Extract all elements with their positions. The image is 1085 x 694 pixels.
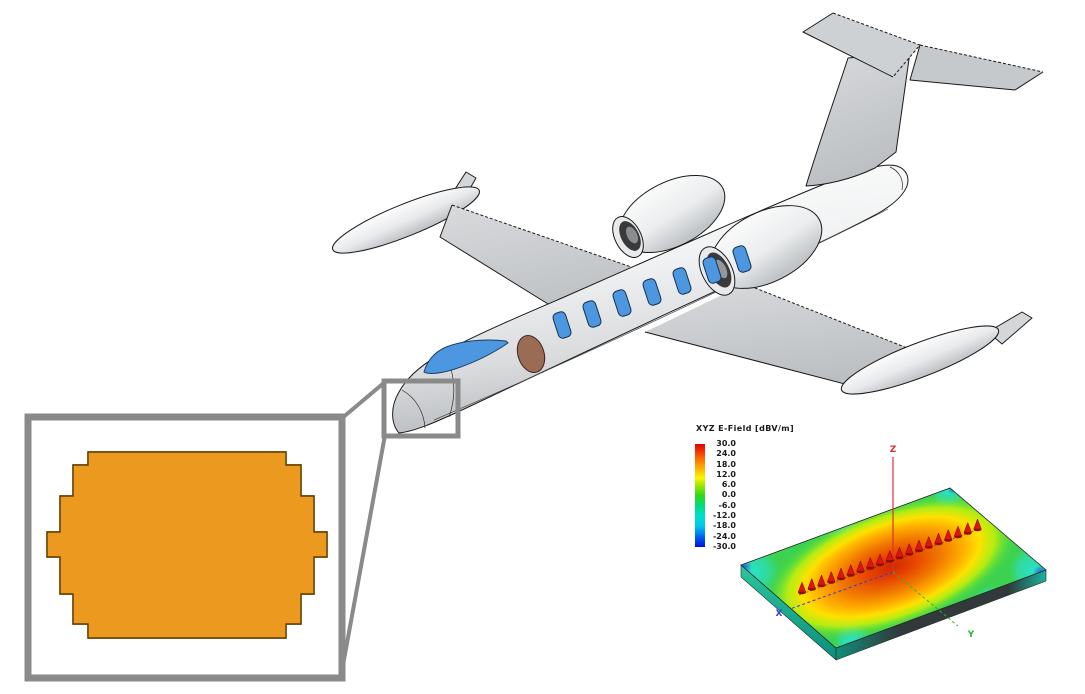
colorbar-tick: 12.0 <box>716 469 736 479</box>
colorbar-tick: -18.0 <box>712 521 736 531</box>
cone-marker <box>953 525 963 537</box>
cone-marker <box>817 574 826 586</box>
cone-marker <box>895 546 904 558</box>
callout-line-top <box>339 380 387 421</box>
far-tip-tank <box>332 186 480 254</box>
colorbar-ticks: 30.0 24.0 18.0 12.0 6.0 0.0 -6.0 -12.0 -18.0 -24.… <box>710 439 736 552</box>
cabin-window <box>672 267 692 295</box>
colorbar-tick: -24.0 <box>712 531 736 541</box>
y-axis-label: Y <box>967 630 975 640</box>
cone-marker <box>846 563 855 575</box>
cone-marker <box>924 535 933 547</box>
cone-marker <box>797 581 807 593</box>
x-axis-label: X <box>776 609 783 619</box>
cone-marker <box>914 539 924 551</box>
cone-marker <box>973 518 982 530</box>
cabin-window <box>582 300 602 328</box>
far-engine-nacelle <box>612 174 726 258</box>
cabin-window <box>642 278 662 306</box>
cabin-window <box>552 311 572 339</box>
near-tip-tank <box>840 325 1000 395</box>
x-axis-line <box>789 571 894 610</box>
callout-line-bottom <box>339 434 387 677</box>
cone-marker <box>905 542 914 554</box>
nose-callout-rect <box>381 378 461 439</box>
z-axis-label: Z <box>890 445 897 455</box>
colorbar-gradient <box>695 444 705 547</box>
cone-marker <box>807 577 816 589</box>
colorbar-tick: -6.0 <box>718 500 737 510</box>
cone-marker <box>875 553 885 565</box>
cone-marker <box>866 556 875 568</box>
colorbar-tick: 18.0 <box>716 459 736 469</box>
cabin-window <box>612 289 632 317</box>
slab-outline <box>740 487 1047 649</box>
near-tiptank-fin <box>987 311 1033 345</box>
cone-marker <box>836 567 846 579</box>
cone-marker <box>856 560 865 572</box>
cone-marker <box>885 549 894 561</box>
cabin-window <box>732 245 752 273</box>
cabin-door <box>516 334 546 374</box>
colorbar-tick: 24.0 <box>716 449 736 459</box>
cabin-window <box>702 256 722 284</box>
windshield <box>423 339 509 374</box>
tail-fin <box>805 51 911 187</box>
colorbar-tick: -30.0 <box>712 541 736 551</box>
legend-title: XYZ E-Field [dBV/m] <box>696 424 795 433</box>
cone-marker <box>944 528 953 540</box>
aircraft-illustration <box>332 12 1044 434</box>
cone-marker <box>827 570 836 582</box>
colorbar-tick: 6.0 <box>721 480 736 490</box>
colorbar-legend: XYZ E-Field [dBV/m] 30.0 24.0 18.0 12.0 6.0 0… <box>695 424 794 552</box>
cone-marker <box>934 532 943 544</box>
cone-markers <box>797 518 982 595</box>
colorbar-tick: 0.0 <box>721 490 736 500</box>
cone-marker <box>963 521 972 533</box>
antenna-array-graphic <box>46 451 328 639</box>
stabilizer-right-blade <box>909 44 1044 91</box>
colorbar-tick: 30.0 <box>716 439 736 448</box>
colorbar-tick: -12.0 <box>712 511 736 521</box>
cabin-windows <box>552 245 752 339</box>
